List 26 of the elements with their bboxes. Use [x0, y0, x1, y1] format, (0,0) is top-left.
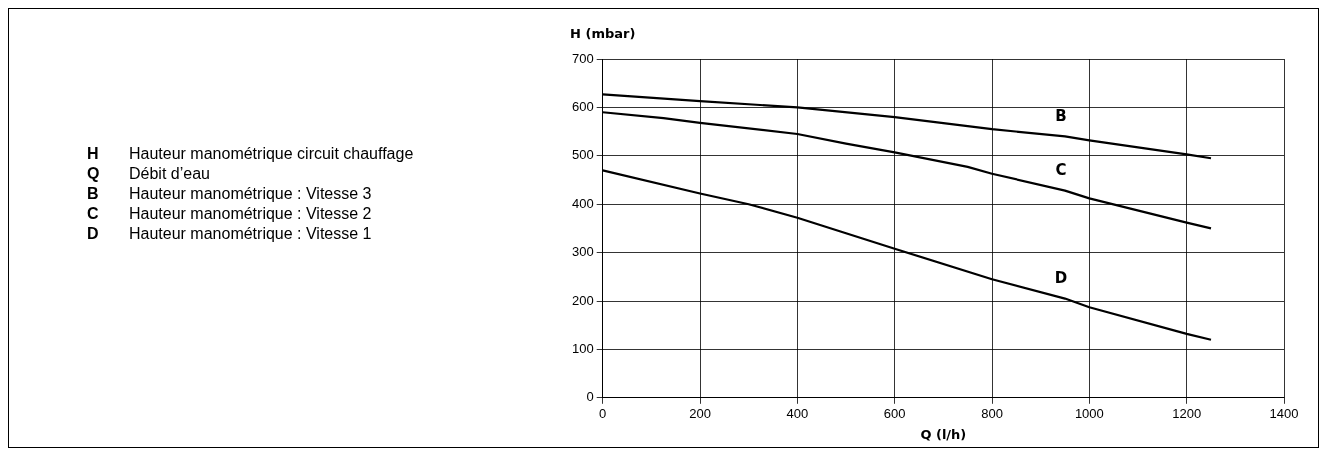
y-tick-label: 500: [571, 147, 594, 163]
text: Q Débit d’eau: [87, 165, 210, 182]
x-tick-label: 0: [599, 406, 607, 422]
y-tick-label: 300: [571, 244, 594, 260]
y-tick-label: 700: [571, 50, 594, 66]
text: B Hauteur manométrique : Vitesse 3: [87, 185, 372, 202]
x-axis-title: Q (l/h): [920, 426, 967, 442]
y-tick-label: 200: [571, 292, 594, 308]
series-label: C: [1055, 161, 1067, 180]
x-tick-label: 1000: [1074, 406, 1104, 422]
x-tick-label: 600: [883, 406, 906, 422]
x-tick-label: 1400: [1269, 406, 1299, 422]
text: D Hauteur manométrique : Vitesse 1: [87, 225, 372, 242]
y-axis-title: H (mbar): [570, 25, 636, 41]
series-label: B: [1055, 106, 1067, 125]
x-tick-label: 400: [786, 406, 809, 422]
y-tick-label: 0: [586, 389, 594, 405]
y-tick-label: 600: [571, 98, 594, 114]
x-tick-label: 800: [981, 406, 1003, 422]
x-tick-label: 200: [689, 406, 711, 422]
y-tick-label: 100: [571, 340, 594, 356]
x-tick-label: 1200: [1172, 406, 1202, 422]
y-tick-label: 400: [571, 195, 594, 211]
series-label: D: [1054, 268, 1068, 287]
text: C Hauteur manométrique : Vitesse 2: [87, 205, 372, 222]
text: H Hauteur manométrique circuit chauffage: [87, 145, 414, 162]
